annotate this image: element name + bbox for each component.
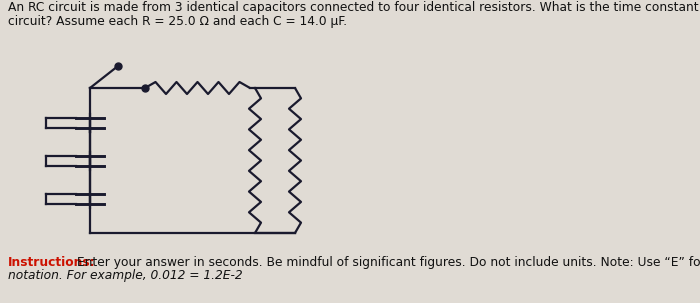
Text: Instructions:: Instructions:: [8, 256, 96, 269]
Text: Enter your answer in seconds. Be mindful of significant figures. Do not include : Enter your answer in seconds. Be mindful…: [73, 256, 700, 269]
Text: notation. For example, 0.012 = 1.2E-2: notation. For example, 0.012 = 1.2E-2: [8, 269, 243, 282]
Text: An RC circuit is made from 3 identical capacitors connected to four identical re: An RC circuit is made from 3 identical c…: [8, 1, 700, 14]
Text: circuit? Assume each R = 25.0 Ω and each C = 14.0 μF.: circuit? Assume each R = 25.0 Ω and each…: [8, 15, 347, 28]
